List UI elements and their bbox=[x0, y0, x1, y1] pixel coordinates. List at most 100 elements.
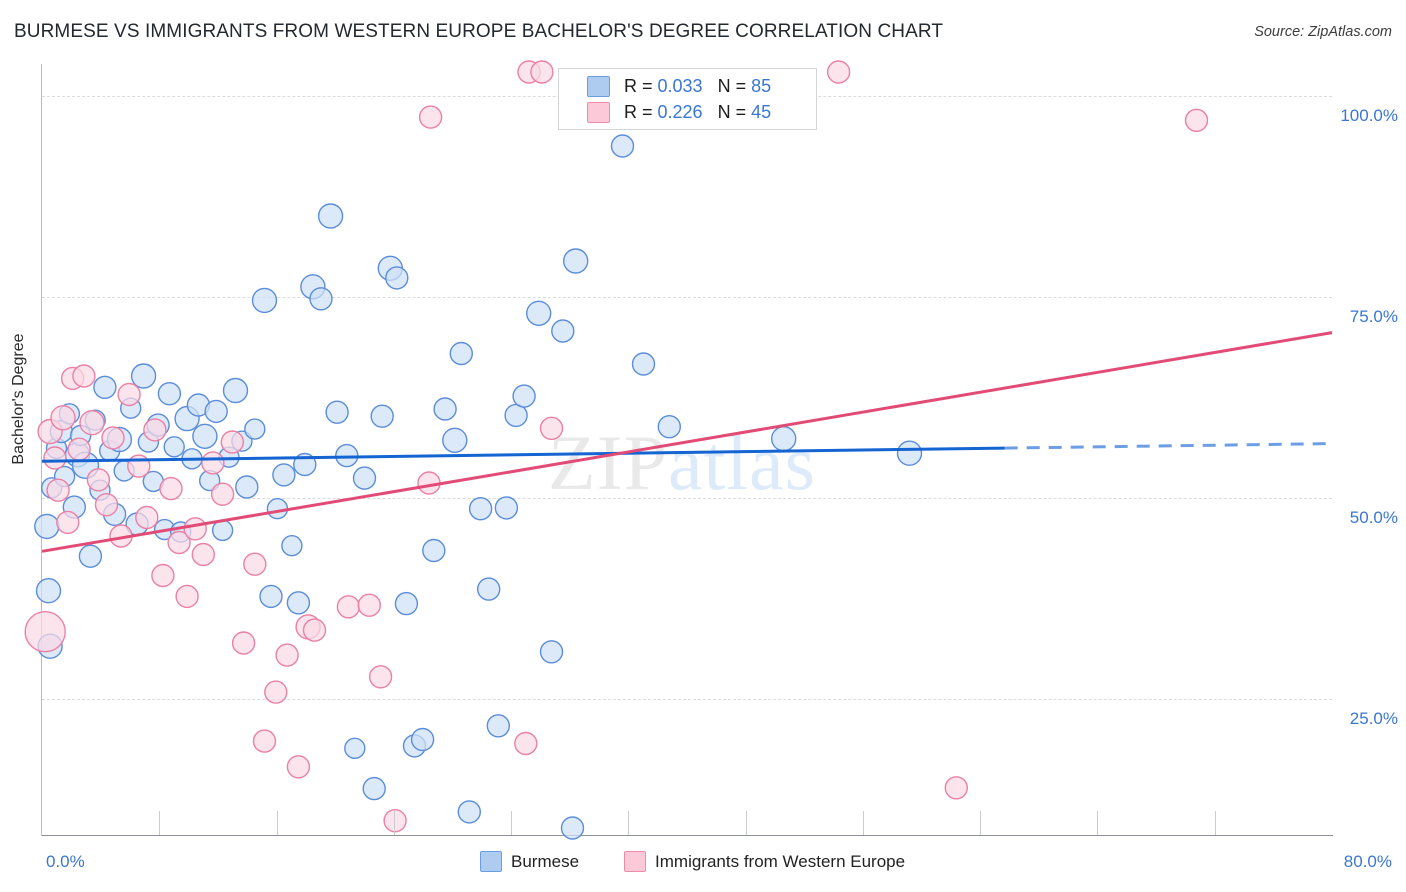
scatter-point[interactable] bbox=[302, 618, 327, 642]
scatter-point[interactable] bbox=[385, 266, 409, 290]
scatter-point[interactable] bbox=[167, 530, 191, 555]
x-tick-mark bbox=[628, 811, 630, 835]
scatter-point[interactable] bbox=[394, 591, 419, 616]
scatter-point[interactable] bbox=[231, 631, 256, 655]
scatter-point[interactable] bbox=[24, 611, 66, 653]
scatter-point[interactable] bbox=[93, 375, 117, 399]
scatter-point[interactable] bbox=[368, 665, 393, 689]
scatter-point[interactable] bbox=[34, 513, 60, 540]
scatter-point[interactable] bbox=[530, 60, 554, 84]
scatter-point[interactable] bbox=[86, 468, 111, 492]
scatter-point[interactable] bbox=[151, 563, 175, 588]
scatter-point[interactable] bbox=[281, 535, 303, 557]
scatter-point[interactable] bbox=[896, 440, 923, 466]
scatter-point[interactable] bbox=[512, 384, 536, 408]
scatter-point[interactable] bbox=[35, 578, 62, 604]
scatter-point[interactable] bbox=[352, 466, 377, 490]
scatter-point[interactable] bbox=[286, 755, 311, 779]
scatter-point[interactable] bbox=[252, 729, 277, 753]
scatter-point[interactable] bbox=[526, 300, 552, 326]
scatter-point[interactable] bbox=[222, 377, 249, 404]
page-title: BURMESE VS IMMIGRANTS FROM WESTERN EUROP… bbox=[14, 21, 944, 42]
scatter-point[interactable] bbox=[56, 510, 80, 535]
scatter-point[interactable] bbox=[286, 591, 311, 615]
scatter-point[interactable] bbox=[771, 426, 797, 452]
scatter-point[interactable] bbox=[418, 105, 443, 129]
scatter-point[interactable] bbox=[826, 60, 851, 84]
scatter-point[interactable] bbox=[657, 415, 681, 439]
scatter-point[interactable] bbox=[514, 731, 538, 756]
scatter-point[interactable] bbox=[210, 482, 235, 506]
scatter-point[interactable] bbox=[563, 248, 589, 274]
scatter-point[interactable] bbox=[67, 437, 91, 461]
scatter-point[interactable] bbox=[78, 544, 103, 568]
scatter-point[interactable] bbox=[235, 475, 259, 499]
scatter-point[interactable] bbox=[201, 451, 225, 475]
r-value-2: 0.226 bbox=[657, 101, 703, 122]
scatter-point[interactable] bbox=[157, 382, 182, 406]
scatter-point[interactable] bbox=[243, 552, 267, 576]
scatter-point[interactable] bbox=[94, 493, 119, 517]
scatter-point[interactable] bbox=[344, 737, 366, 759]
scatter-point[interactable] bbox=[370, 404, 394, 428]
scatter-point[interactable] bbox=[539, 416, 564, 440]
scatter-point[interactable] bbox=[163, 436, 185, 458]
scatter-point[interactable] bbox=[610, 134, 635, 158]
scatter-point[interactable] bbox=[539, 640, 564, 664]
gridline bbox=[42, 699, 1332, 701]
x-tick-mark bbox=[1097, 811, 1099, 835]
scatter-point[interactable] bbox=[79, 410, 105, 436]
scatter-point[interactable] bbox=[457, 800, 481, 824]
series-legend-item-burmese[interactable]: Burmese bbox=[480, 851, 579, 872]
series-legend-item-western-europe[interactable]: Immigrants from Western Europe bbox=[624, 851, 905, 872]
scatter-point[interactable] bbox=[244, 418, 266, 440]
scatter-point[interactable] bbox=[422, 538, 446, 563]
r-label-2: R = bbox=[624, 101, 658, 122]
scatter-point[interactable] bbox=[275, 643, 299, 667]
scatter-point[interactable] bbox=[551, 319, 575, 343]
scatter-point[interactable] bbox=[449, 341, 473, 366]
scatter-point[interactable] bbox=[183, 517, 207, 541]
r-value-1: 0.033 bbox=[657, 75, 703, 96]
scatter-point[interactable] bbox=[43, 446, 67, 470]
scatter-point[interactable] bbox=[442, 427, 468, 453]
scatter-point[interactable] bbox=[72, 364, 96, 388]
scatter-point[interactable] bbox=[560, 816, 585, 840]
scatter-point[interactable] bbox=[130, 363, 157, 389]
scatter-point[interactable] bbox=[272, 463, 296, 487]
scatter-point[interactable] bbox=[317, 203, 344, 229]
scatter-point[interactable] bbox=[220, 430, 245, 454]
scatter-point[interactable] bbox=[410, 727, 435, 752]
scatter-point[interactable] bbox=[204, 399, 228, 424]
scatter-point[interactable] bbox=[175, 584, 199, 609]
gridline bbox=[42, 297, 1332, 299]
scatter-point[interactable] bbox=[362, 776, 386, 801]
scatter-point[interactable] bbox=[433, 397, 457, 421]
scatter-point[interactable] bbox=[325, 400, 349, 424]
scatter-point[interactable] bbox=[336, 595, 361, 619]
scatter-point[interactable] bbox=[101, 426, 125, 450]
scatter-point[interactable] bbox=[251, 287, 278, 314]
scatter-point[interactable] bbox=[383, 809, 407, 833]
scatter-point[interactable] bbox=[944, 776, 968, 800]
scatter-point[interactable] bbox=[264, 680, 288, 704]
scatter-point[interactable] bbox=[486, 714, 510, 738]
scatter-point[interactable] bbox=[631, 352, 656, 376]
scatter-point[interactable] bbox=[159, 476, 183, 501]
scatter-point[interactable] bbox=[211, 519, 234, 542]
scatter-point[interactable] bbox=[309, 287, 333, 311]
scatter-point[interactable] bbox=[357, 593, 381, 617]
scatter-point[interactable] bbox=[192, 423, 218, 449]
scatter-point[interactable] bbox=[143, 418, 167, 442]
scatter-point[interactable] bbox=[477, 577, 501, 601]
scatter-point[interactable] bbox=[50, 405, 76, 431]
scatter-point[interactable] bbox=[46, 478, 70, 502]
scatter-point[interactable] bbox=[117, 382, 141, 407]
scatter-point[interactable] bbox=[468, 497, 493, 521]
scatter-point[interactable] bbox=[259, 584, 283, 609]
scatter-point[interactable] bbox=[191, 542, 216, 567]
scatter-point[interactable] bbox=[494, 496, 519, 520]
scatter-point[interactable] bbox=[135, 505, 159, 530]
scatter-point[interactable] bbox=[1184, 108, 1209, 133]
